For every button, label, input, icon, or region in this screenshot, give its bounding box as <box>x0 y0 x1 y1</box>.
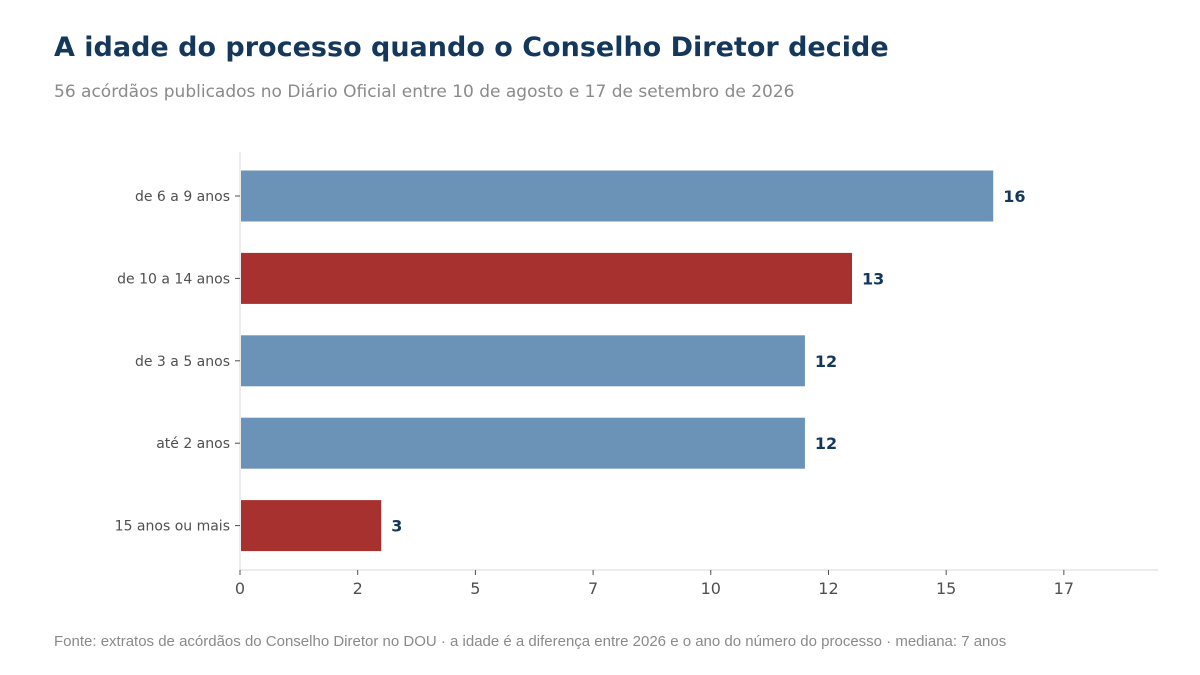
x-tick-label: 12 <box>818 579 838 598</box>
value-label: 13 <box>862 269 884 288</box>
value-label: 12 <box>815 434 837 453</box>
category-label: até 2 anos <box>156 436 230 452</box>
x-tick-label: 17 <box>1054 579 1074 598</box>
x-tick-label: 5 <box>470 579 480 598</box>
x-tick-label: 0 <box>235 579 245 598</box>
bar <box>241 335 805 387</box>
x-tick-label: 10 <box>701 579 721 598</box>
bar <box>241 500 382 552</box>
category-label: de 3 a 5 anos <box>135 354 230 370</box>
x-tick-label: 7 <box>588 579 598 598</box>
category-label: 15 anos ou mais <box>115 519 230 535</box>
chart-title: A idade do processo quando o Conselho Di… <box>54 32 889 63</box>
bar <box>241 170 994 222</box>
value-label: 12 <box>815 352 837 371</box>
x-tick-label: 2 <box>353 579 363 598</box>
category-label: de 6 a 9 anos <box>135 189 230 205</box>
value-label: 3 <box>391 517 402 536</box>
chart-subtitle: 56 acórdãos publicados no Diário Oficial… <box>54 82 795 102</box>
chart-footnote: Fonte: extratos de acórdãos do Conselho … <box>54 633 1007 650</box>
x-tick-label: 15 <box>936 579 956 598</box>
bar <box>241 417 805 469</box>
bar <box>241 252 852 304</box>
value-label: 16 <box>1003 187 1025 206</box>
category-label: de 10 a 14 anos <box>117 271 230 287</box>
